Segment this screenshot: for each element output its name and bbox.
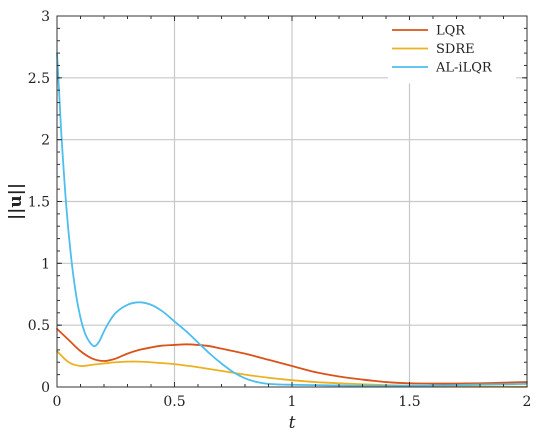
series-line-al-ilqr <box>56 52 528 387</box>
y-tick-label: 1 <box>41 256 50 272</box>
y-tick-labels: 0 0.5 1 1.5 2 2.5 3 <box>28 9 50 396</box>
x-tick-label: 1.5 <box>398 394 420 410</box>
y-tick-label: 2 <box>41 133 50 149</box>
y-tick-label: 0.5 <box>28 318 50 334</box>
series-line-lqr <box>56 327 528 385</box>
y-tick-label: 2.5 <box>28 71 50 87</box>
legend-label-sdre: SDRE <box>436 42 475 57</box>
x-axis-label: t <box>289 413 296 433</box>
legend-label-lqr: LQR <box>436 24 466 39</box>
y-axis-label: ||u|| <box>6 183 26 220</box>
axis-ticks <box>56 15 528 388</box>
y-tick-label: 0 <box>41 380 50 396</box>
x-tick-labels: 0 0.5 1 1.5 2 <box>53 394 532 410</box>
legend: LQR SDRE AL-iLQR <box>388 20 516 84</box>
x-tick-label: 0.5 <box>163 394 185 410</box>
x-tick-label: 2 <box>523 394 532 410</box>
x-tick-label: 0 <box>53 394 62 410</box>
y-tick-label: 1.5 <box>28 195 50 211</box>
x-tick-label: 1 <box>288 394 297 410</box>
legend-label-al-ilqr: AL-iLQR <box>435 61 493 76</box>
y-tick-label: 3 <box>41 9 50 25</box>
